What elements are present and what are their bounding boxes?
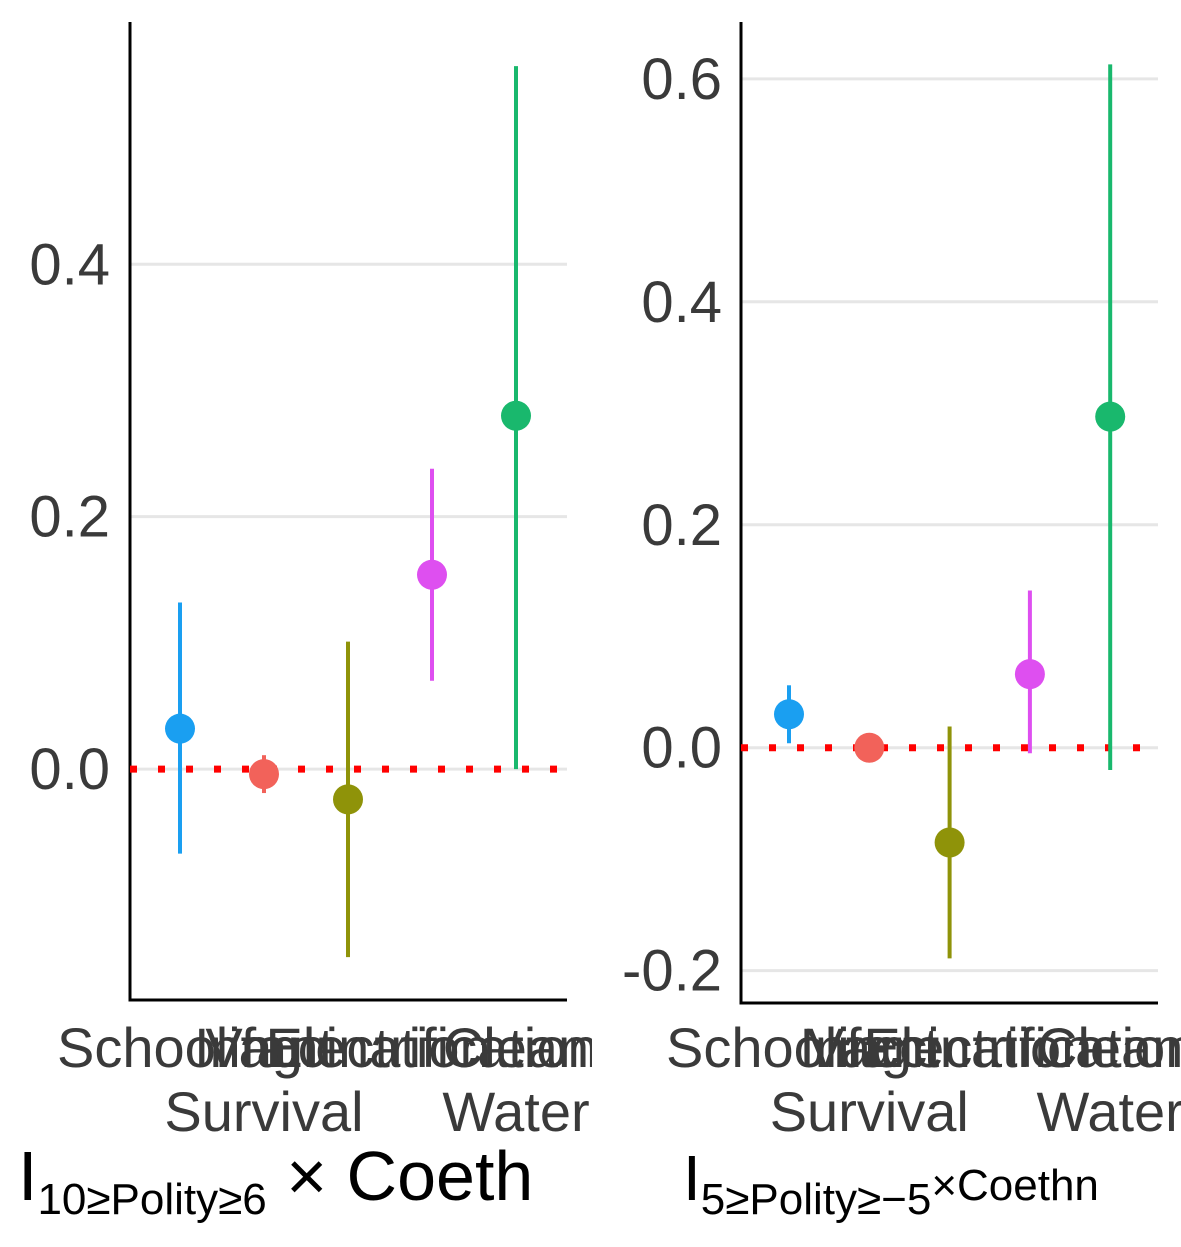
x-category-label: Clean Water bbox=[442, 1016, 589, 1143]
y-tick-label: 0.0 bbox=[641, 716, 722, 781]
point-schooling bbox=[165, 713, 195, 744]
point-schooling bbox=[774, 699, 804, 730]
point-electrification bbox=[1014, 659, 1045, 690]
y-tick-label: 0.6 bbox=[641, 47, 722, 112]
y-tick-label: 0.2 bbox=[641, 493, 722, 558]
x-axis-title: I10≥Polity≥6 × Coeth bbox=[18, 1137, 533, 1224]
x-category-label: Schooling bbox=[57, 1016, 303, 1079]
x-category-label: Clean Water bbox=[1037, 1016, 1181, 1143]
x-category-label: Vaccination bbox=[807, 1016, 1092, 1079]
x-axis-title: I5≥Polity≥−5×Coethn bbox=[683, 1142, 1099, 1224]
x-category-label: Infant Survival bbox=[770, 1016, 969, 1143]
x-category-label: Electrification bbox=[863, 1016, 1181, 1079]
point-vaccination bbox=[934, 827, 965, 858]
point-electrification bbox=[417, 559, 447, 590]
y-tick-label: 0.4 bbox=[641, 270, 722, 335]
y-tick-label: 0.0 bbox=[29, 737, 110, 802]
point-vaccination bbox=[333, 784, 363, 815]
point-clean-water bbox=[501, 400, 531, 431]
y-tick-label: 0.2 bbox=[29, 485, 110, 550]
y-tick-label: -0.2 bbox=[622, 939, 722, 1004]
x-category-label: Electrification bbox=[265, 1016, 598, 1079]
x-category-label: Infant Survival bbox=[164, 1016, 363, 1143]
point-infant-survival bbox=[249, 759, 279, 790]
y-tick-label: 0.4 bbox=[29, 232, 110, 297]
x-category-label: Schooling bbox=[666, 1016, 912, 1079]
point-clean-water bbox=[1095, 401, 1126, 432]
x-category-label: Vaccination bbox=[205, 1016, 490, 1079]
point-infant-survival bbox=[854, 732, 885, 763]
